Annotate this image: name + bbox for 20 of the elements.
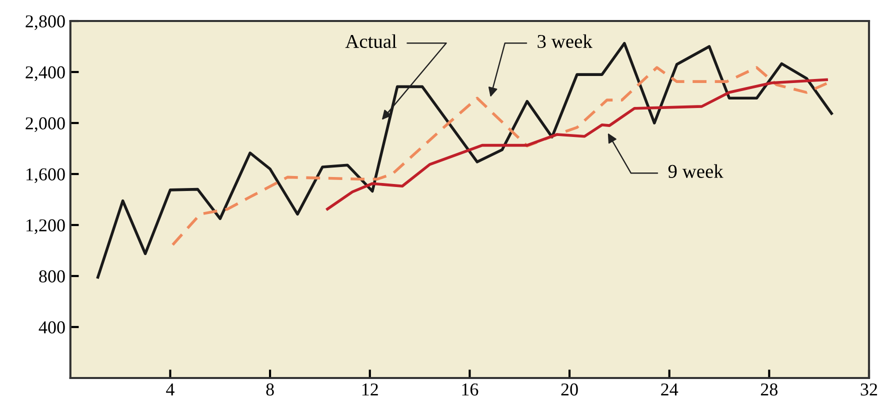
y-tick-label: 400 (38, 321, 65, 334)
y-tick-label: 1,200 (26, 219, 65, 234)
x-tick-label: 24 (661, 383, 678, 396)
x-tick-label: 12 (362, 383, 378, 396)
line-series (326, 78, 828, 210)
x-tick-label: 28 (760, 383, 778, 396)
y-tick-label: 2,400 (26, 66, 65, 82)
annotation: 9 week (668, 164, 724, 178)
y-tick-label: 800 (39, 270, 65, 282)
x-tick-label: 16 (462, 383, 478, 396)
x-tick-label: 20 (561, 383, 578, 396)
x-tick-label: 32 (860, 383, 878, 396)
annotation: 3 week (538, 34, 592, 48)
y-tick-label: 2,800 (26, 15, 65, 30)
x-tick-label: 8 (266, 383, 274, 396)
annotation: Actual (345, 34, 397, 48)
y-tick-label: 2,000 (26, 117, 65, 132)
line-series (171, 66, 828, 246)
y-tick-label: 1,600 (26, 168, 65, 184)
x-tick-label: 4 (166, 384, 174, 396)
